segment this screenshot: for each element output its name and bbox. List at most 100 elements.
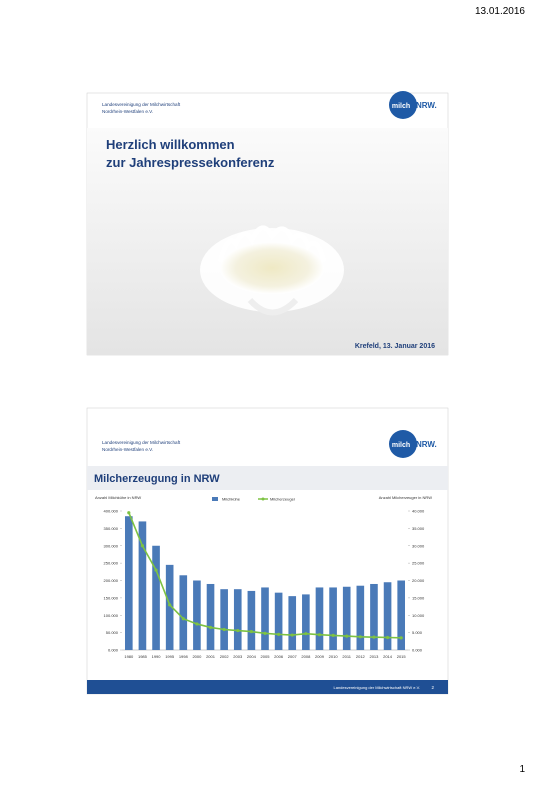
legend-label: Milcherzeuger <box>270 497 296 502</box>
y-axis-title: Anzahl Milchkühe in NRW <box>95 495 141 500</box>
line-marker <box>345 634 349 638</box>
bar <box>261 587 269 650</box>
line-marker <box>222 627 226 632</box>
line-marker <box>290 633 294 637</box>
print-date: 13.01.2016 <box>475 6 525 17</box>
legend-swatch <box>212 497 218 501</box>
x-tick-label: 1990 <box>152 654 162 659</box>
bar <box>274 592 283 650</box>
x-tick-label: 1980 <box>124 654 134 659</box>
y2-tick-label: 10.000 <box>412 613 425 618</box>
y2-tick-label: 15.000 <box>412 595 425 600</box>
y2-tick-label: 30.000 <box>412 543 425 548</box>
bar <box>383 582 392 650</box>
x-tick-label: 1995 <box>165 654 175 659</box>
x-tick-label: 2002 <box>220 654 230 659</box>
y-tick-label: 50.000 <box>106 630 119 635</box>
y-tick-label: 150.000 <box>104 595 119 600</box>
y-tick-label: 250.000 <box>104 561 119 566</box>
bar <box>152 545 160 650</box>
x-tick-label: 2007 <box>288 654 298 659</box>
x-tick-label: 2004 <box>247 654 257 659</box>
x-tick-label: 2010 <box>329 654 339 659</box>
bar <box>206 583 215 650</box>
y-tick-label: 100.000 <box>104 613 119 618</box>
x-tick-label: 2003 <box>233 654 243 659</box>
y2-tick-label: 20.000 <box>412 578 425 583</box>
legend-swatch <box>261 497 265 501</box>
title-band <box>87 466 448 490</box>
org-line: Nordrhein-Westfalen e.V. <box>102 447 153 452</box>
bar <box>220 589 228 650</box>
y-tick-label: 300.000 <box>104 543 119 548</box>
slide-footer: Landesvereinigung der Milchwirtschaft NR… <box>334 685 421 690</box>
bar <box>247 590 256 650</box>
bar <box>302 594 310 650</box>
line-marker <box>208 625 213 630</box>
slide-number: 2 <box>431 685 434 690</box>
line-marker <box>304 632 308 636</box>
bar <box>329 587 337 650</box>
y-tick-label: 0.000 <box>108 648 119 653</box>
y2-axis-title: Anzahl Milcherzeuger in NRW <box>379 495 433 500</box>
y2-tick-label: 35.000 <box>412 526 425 531</box>
x-tick-label: 2008 <box>301 654 311 659</box>
line-marker <box>181 617 185 621</box>
slide-1: Landesvereinigung der Milchwirtschaft No… <box>86 91 449 356</box>
bar <box>193 580 201 650</box>
page-number: 1 <box>519 764 525 775</box>
line-marker <box>399 636 403 640</box>
line-marker <box>168 603 172 607</box>
x-tick-label: 2005 <box>261 654 271 659</box>
org-line: Landesvereinigung der Milchwirtschaft <box>102 440 181 445</box>
line-marker <box>249 629 253 634</box>
logo-text: NRW. <box>416 101 437 110</box>
bar <box>397 580 406 650</box>
y-tick-label: 400.000 <box>104 509 119 514</box>
x-tick-label: 2015 <box>397 654 407 659</box>
line-marker <box>277 632 281 636</box>
y2-tick-label: 25.000 <box>412 561 425 566</box>
bar <box>165 564 174 650</box>
line-marker <box>154 568 158 572</box>
bar <box>370 583 378 650</box>
x-tick-label: 2011 <box>342 654 351 659</box>
x-tick-label: 2009 <box>315 654 325 659</box>
y2-tick-label: 0.000 <box>412 648 423 653</box>
line-marker <box>195 622 199 626</box>
bar <box>356 585 365 650</box>
logo-text: NRW. <box>416 440 437 449</box>
x-tick-label: 1985 <box>138 654 148 659</box>
x-tick-label: 2012 <box>356 654 366 659</box>
x-tick-label: 2013 <box>369 654 379 659</box>
logo-mark <box>389 430 417 458</box>
line-marker <box>358 635 362 639</box>
line-marker <box>263 631 267 635</box>
logo-text: milch <box>392 103 410 110</box>
bar <box>233 589 242 650</box>
splash-crown <box>217 225 327 263</box>
x-tick-label: 2001 <box>206 654 216 659</box>
line-marker <box>317 633 322 637</box>
splash-center <box>220 242 324 294</box>
legend-label: Milchkühe <box>222 497 241 502</box>
line-marker <box>372 635 376 639</box>
bar <box>342 586 351 650</box>
bar <box>315 587 324 650</box>
line-marker <box>331 633 335 638</box>
slide-footer: Krefeld, 13. Januar 2016 <box>355 343 435 350</box>
y-tick-label: 200.000 <box>104 578 119 583</box>
bar <box>138 521 147 650</box>
x-tick-label: 2000 <box>192 654 202 659</box>
logo-mark <box>389 91 417 119</box>
x-tick-label: 1998 <box>179 654 189 659</box>
bar <box>124 516 133 650</box>
slide-title: zur Jahrespressekonferenz <box>106 155 275 170</box>
org-line: Landesvereinigung der Milchwirtschaft <box>102 102 181 107</box>
slide-title: Herzlich willkommen <box>106 137 235 152</box>
splash-base <box>247 297 299 316</box>
line-marker <box>236 628 240 633</box>
slide-title: Milcherzeugung in NRW <box>94 473 220 485</box>
